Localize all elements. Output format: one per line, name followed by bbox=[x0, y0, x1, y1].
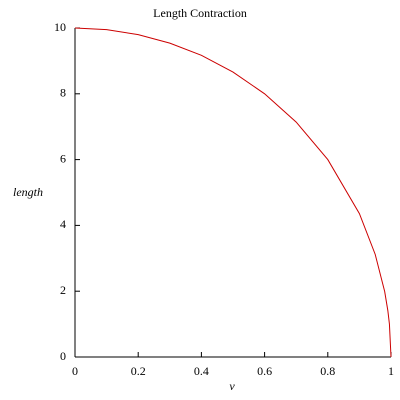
x-tick-label: 0.2 bbox=[131, 364, 146, 378]
y-tick-label: 8 bbox=[60, 86, 66, 100]
chart-title: Length Contraction bbox=[153, 6, 247, 20]
x-axis-label: v bbox=[229, 379, 235, 393]
y-tick-label: 0 bbox=[60, 349, 66, 363]
y-tick-label: 10 bbox=[54, 20, 66, 34]
x-tick-label: 1 bbox=[388, 364, 394, 378]
x-tick-label: 0.6 bbox=[257, 364, 272, 378]
y-axis-label: length bbox=[13, 185, 43, 199]
x-tick-label: 0 bbox=[72, 364, 78, 378]
y-tick-label: 4 bbox=[60, 217, 66, 231]
curve bbox=[74, 27, 392, 358]
x-tick-label: 0.4 bbox=[194, 364, 209, 378]
y-tick-label: 6 bbox=[60, 151, 66, 165]
y-tick-label: 2 bbox=[60, 283, 66, 297]
x-tick-label: 0.8 bbox=[320, 364, 335, 378]
